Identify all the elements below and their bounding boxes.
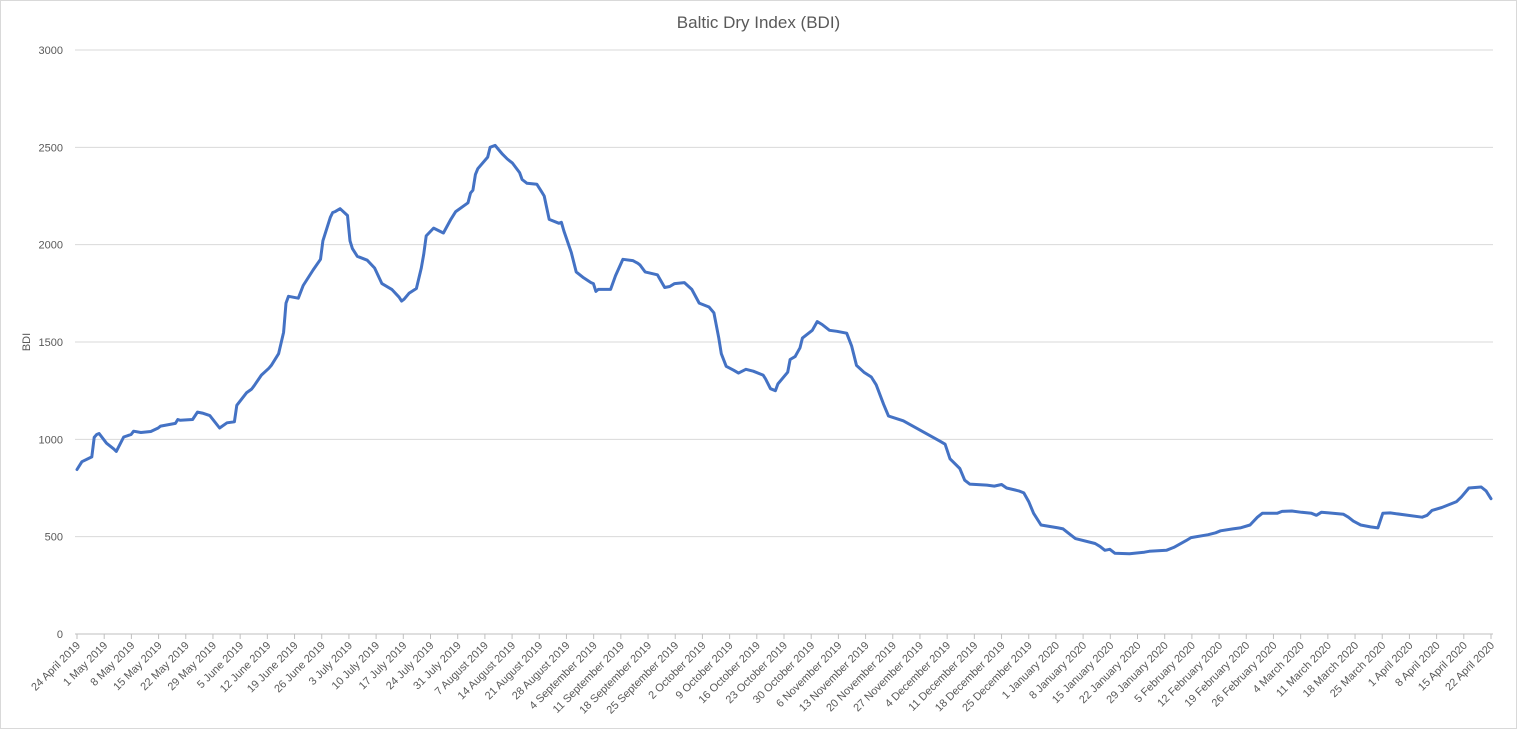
- y-tick-label: 2500: [39, 142, 63, 154]
- y-axis-label: BDI: [21, 333, 33, 351]
- y-tick-label: 1500: [39, 337, 63, 349]
- series-layer: [75, 143, 1493, 556]
- gridlines: [75, 49, 1493, 635]
- y-tick-label: 1000: [39, 434, 63, 446]
- chart-title: Baltic Dry Index (BDI): [676, 13, 841, 32]
- y-tick-label: 500: [45, 532, 63, 544]
- y-tick-label: 3000: [39, 45, 63, 57]
- y-tick-label: 0: [57, 629, 63, 641]
- y-tick-label: 2000: [39, 240, 63, 252]
- series-line-bdi: [75, 143, 1493, 556]
- y-axis-ticks: 0 500 1000 1500 2000 2500 3000: [39, 45, 63, 641]
